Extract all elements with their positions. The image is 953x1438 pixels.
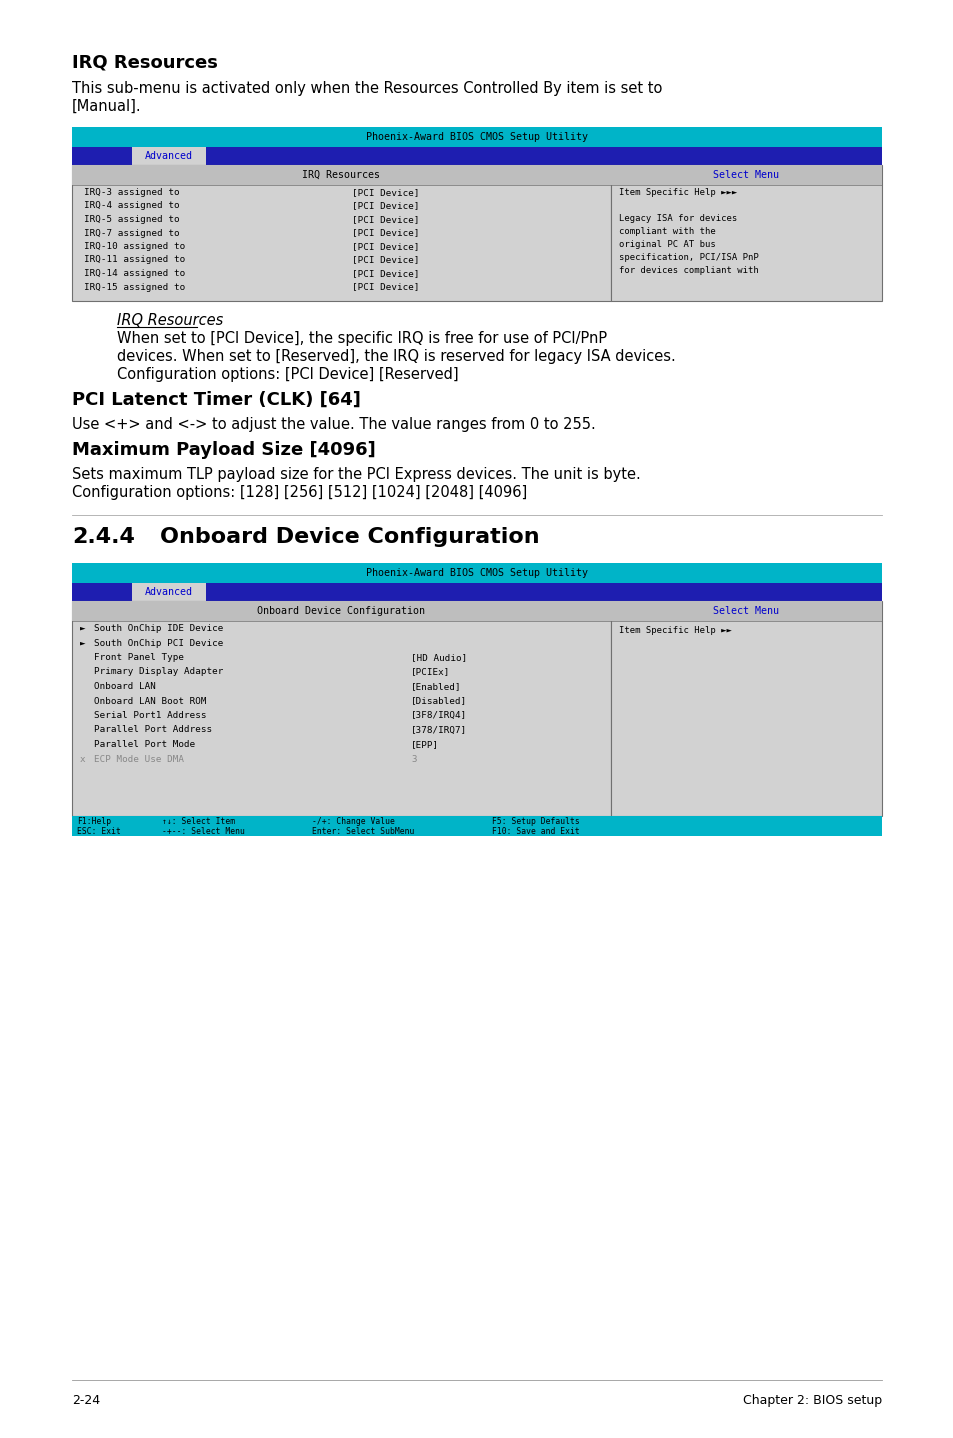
Text: devices. When set to [Reserved], the IRQ is reserved for legacy ISA devices.: devices. When set to [Reserved], the IRQ… xyxy=(117,349,675,364)
Text: Phoenix-Award BIOS CMOS Setup Utility: Phoenix-Award BIOS CMOS Setup Utility xyxy=(366,568,587,578)
Text: ►: ► xyxy=(80,624,86,633)
Text: -/+: Change Value: -/+: Change Value xyxy=(312,817,395,825)
Bar xyxy=(71,601,610,815)
Text: F5: Setup Defaults: F5: Setup Defaults xyxy=(492,817,579,825)
Text: IRQ Resources: IRQ Resources xyxy=(117,313,223,328)
Bar xyxy=(71,147,882,165)
Text: South OnChip PCI Device: South OnChip PCI Device xyxy=(94,638,223,647)
Text: Select Menu: Select Menu xyxy=(713,605,779,615)
Text: ►: ► xyxy=(80,638,86,647)
Text: [PCI Device]: [PCI Device] xyxy=(352,242,419,252)
Bar xyxy=(71,165,610,301)
Text: Parallel Port Mode: Parallel Port Mode xyxy=(94,741,195,749)
Bar xyxy=(71,815,882,835)
Text: [3F8/IRQ4]: [3F8/IRQ4] xyxy=(411,710,467,720)
Text: Legacy ISA for devices: Legacy ISA for devices xyxy=(618,214,736,223)
Text: IRQ-10 assigned to: IRQ-10 assigned to xyxy=(84,242,185,252)
Bar xyxy=(71,564,882,582)
Text: IRQ-7 assigned to: IRQ-7 assigned to xyxy=(84,229,179,237)
Text: IRQ-15 assigned to: IRQ-15 assigned to xyxy=(84,282,185,292)
Text: IRQ-3 assigned to: IRQ-3 assigned to xyxy=(84,188,179,197)
Text: Enter: Select SubMenu: Enter: Select SubMenu xyxy=(312,827,414,835)
Text: Configuration options: [PCI Device] [Reserved]: Configuration options: [PCI Device] [Res… xyxy=(117,367,458,383)
Text: Front Panel Type: Front Panel Type xyxy=(94,653,184,661)
Text: [PCIEx]: [PCIEx] xyxy=(411,667,450,676)
Text: x: x xyxy=(80,755,86,764)
Text: This sub-menu is activated only when the Resources Controlled By item is set to: This sub-menu is activated only when the… xyxy=(71,81,661,96)
Text: Onboard Device Configuration: Onboard Device Configuration xyxy=(257,605,425,615)
Text: ESC: Exit: ESC: Exit xyxy=(77,827,121,835)
Text: Configuration options: [128] [256] [512] [1024] [2048] [4096]: Configuration options: [128] [256] [512]… xyxy=(71,485,527,500)
Bar xyxy=(610,601,882,815)
Text: Select Menu: Select Menu xyxy=(713,170,779,180)
Text: -+--: Select Menu: -+--: Select Menu xyxy=(162,827,245,835)
Text: Phoenix-Award BIOS CMOS Setup Utility: Phoenix-Award BIOS CMOS Setup Utility xyxy=(366,132,587,142)
Text: Parallel Port Address: Parallel Port Address xyxy=(94,726,212,735)
Text: F1:Help: F1:Help xyxy=(77,817,111,825)
Text: [PCI Device]: [PCI Device] xyxy=(352,188,419,197)
Text: When set to [PCI Device], the specific IRQ is free for use of PCI/PnP: When set to [PCI Device], the specific I… xyxy=(117,331,606,347)
Text: Onboard LAN: Onboard LAN xyxy=(94,682,155,692)
Text: [PCI Device]: [PCI Device] xyxy=(352,256,419,265)
Text: South OnChip IDE Device: South OnChip IDE Device xyxy=(94,624,223,633)
Text: Maximum Payload Size [4096]: Maximum Payload Size [4096] xyxy=(71,441,375,459)
Text: IRQ-11 assigned to: IRQ-11 assigned to xyxy=(84,256,185,265)
Text: Advanced: Advanced xyxy=(145,151,193,161)
Text: IRQ-14 assigned to: IRQ-14 assigned to xyxy=(84,269,185,278)
Text: [378/IRQ7]: [378/IRQ7] xyxy=(411,726,467,735)
Text: IRQ-5 assigned to: IRQ-5 assigned to xyxy=(84,216,179,224)
Bar xyxy=(71,127,882,147)
Text: [PCI Device]: [PCI Device] xyxy=(352,269,419,278)
Text: Primary Display Adapter: Primary Display Adapter xyxy=(94,667,223,676)
Text: IRQ Resources: IRQ Resources xyxy=(71,53,217,70)
Text: IRQ Resources: IRQ Resources xyxy=(302,170,380,180)
Text: [PCI Device]: [PCI Device] xyxy=(352,201,419,210)
Bar xyxy=(71,601,610,621)
Bar xyxy=(610,165,882,186)
Bar xyxy=(610,601,882,621)
Text: 2-24: 2-24 xyxy=(71,1393,100,1406)
Text: [Enabled]: [Enabled] xyxy=(411,682,461,692)
Text: [PCI Device]: [PCI Device] xyxy=(352,282,419,292)
Text: [EPP]: [EPP] xyxy=(411,741,439,749)
Text: compliant with the: compliant with the xyxy=(618,227,715,236)
Text: ↑↓: Select Item: ↑↓: Select Item xyxy=(162,817,234,825)
Text: IRQ-4 assigned to: IRQ-4 assigned to xyxy=(84,201,179,210)
Text: Onboard LAN Boot ROM: Onboard LAN Boot ROM xyxy=(94,696,206,706)
Text: Advanced: Advanced xyxy=(145,587,193,597)
Bar xyxy=(71,582,882,601)
Text: PCI Latenct Timer (CLK) [64]: PCI Latenct Timer (CLK) [64] xyxy=(71,391,360,408)
Text: [HD Audio]: [HD Audio] xyxy=(411,653,467,661)
Bar xyxy=(132,147,206,165)
Text: [Disabled]: [Disabled] xyxy=(411,696,467,706)
Text: Serial Port1 Address: Serial Port1 Address xyxy=(94,710,206,720)
Text: 3: 3 xyxy=(411,755,416,764)
Bar xyxy=(610,165,882,301)
Bar xyxy=(132,582,206,601)
Text: original PC AT bus: original PC AT bus xyxy=(618,240,715,249)
Text: specification, PCI/ISA PnP: specification, PCI/ISA PnP xyxy=(618,253,758,262)
Text: ECP Mode Use DMA: ECP Mode Use DMA xyxy=(94,755,184,764)
Text: Item Specific Help ►►►: Item Specific Help ►►► xyxy=(618,188,736,197)
Text: for devices compliant with: for devices compliant with xyxy=(618,266,758,275)
Text: Item Specific Help ►►: Item Specific Help ►► xyxy=(618,626,731,636)
Text: F10: Save and Exit: F10: Save and Exit xyxy=(492,827,579,835)
Text: 2.4.4: 2.4.4 xyxy=(71,526,134,546)
Text: [PCI Device]: [PCI Device] xyxy=(352,229,419,237)
Text: [PCI Device]: [PCI Device] xyxy=(352,216,419,224)
Bar xyxy=(71,165,610,186)
Text: Chapter 2: BIOS setup: Chapter 2: BIOS setup xyxy=(742,1393,882,1406)
Text: Sets maximum TLP payload size for the PCI Express devices. The unit is byte.: Sets maximum TLP payload size for the PC… xyxy=(71,467,640,482)
Text: Onboard Device Configuration: Onboard Device Configuration xyxy=(160,526,539,546)
Text: Use <+> and <-> to adjust the value. The value ranges from 0 to 255.: Use <+> and <-> to adjust the value. The… xyxy=(71,417,595,431)
Text: [Manual].: [Manual]. xyxy=(71,99,141,114)
